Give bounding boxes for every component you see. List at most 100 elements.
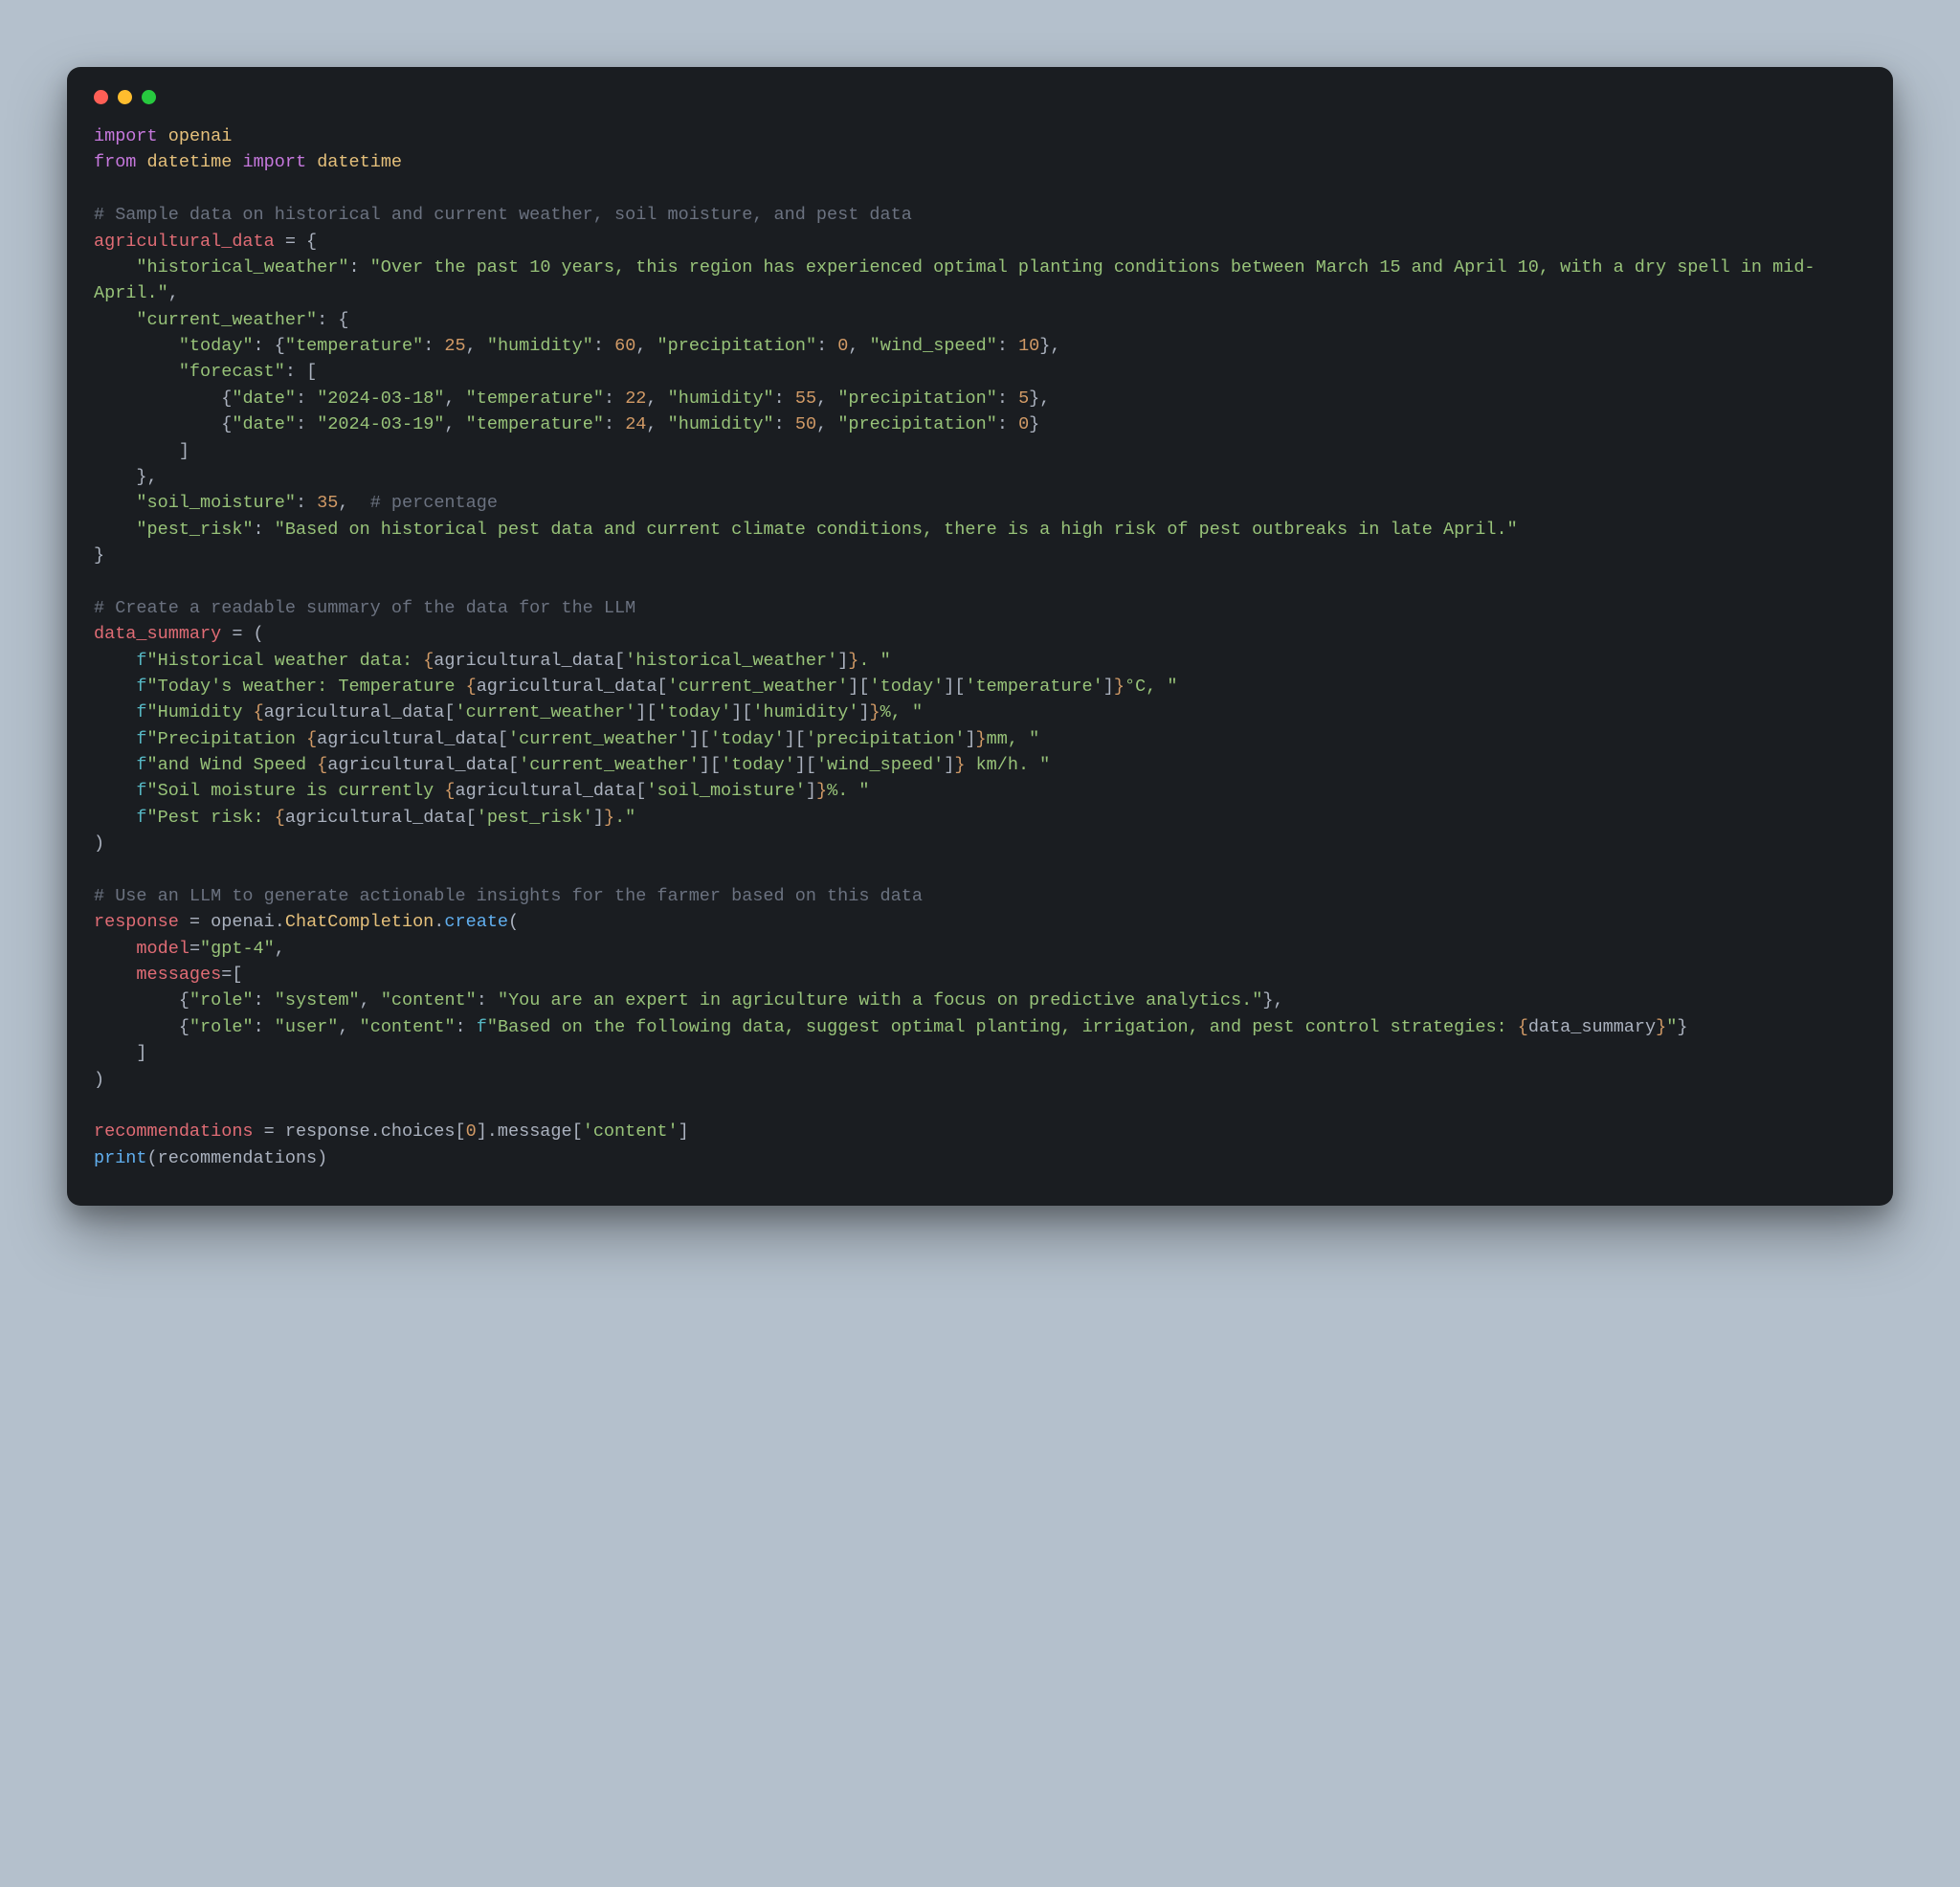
code-token: } bbox=[94, 545, 104, 566]
code-token bbox=[94, 808, 136, 828]
code-token: : bbox=[348, 257, 369, 278]
code-token: ][ bbox=[785, 729, 806, 749]
code-token: = { bbox=[275, 232, 317, 252]
code-token: agricultural_data[ bbox=[434, 651, 625, 671]
code-token: km/h. " bbox=[965, 755, 1050, 775]
code-token: } bbox=[954, 755, 965, 775]
minimize-dot-icon[interactable] bbox=[118, 90, 132, 104]
code-token: 'humidity' bbox=[752, 702, 858, 722]
code-token: ].message[ bbox=[477, 1121, 583, 1142]
code-token: , bbox=[444, 414, 465, 434]
code-token: 'historical_weather' bbox=[625, 651, 837, 671]
code-token: : bbox=[456, 1017, 477, 1037]
code-token: create bbox=[444, 912, 508, 932]
code-token: # percentage bbox=[370, 493, 498, 513]
code-token: , bbox=[816, 388, 837, 409]
code-token: 24 bbox=[625, 414, 646, 434]
code-token: "wind_speed" bbox=[870, 336, 997, 356]
code-token: : bbox=[296, 388, 317, 409]
code-token: { bbox=[317, 755, 327, 775]
code-token: }, bbox=[1039, 336, 1060, 356]
code-token: "user" bbox=[275, 1017, 339, 1037]
code-token: : bbox=[593, 336, 614, 356]
code-token: , bbox=[646, 388, 667, 409]
code-token: }, bbox=[1029, 388, 1050, 409]
code-token: "humidity" bbox=[487, 336, 593, 356]
code-token bbox=[158, 126, 168, 146]
code-token bbox=[94, 520, 136, 540]
code-token: 'current_weather' bbox=[519, 755, 700, 775]
code-token: agricultural_data[ bbox=[456, 781, 647, 801]
code-token: 0 bbox=[1018, 414, 1029, 434]
code-token: : [ bbox=[285, 362, 317, 382]
code-token: . " bbox=[858, 651, 890, 671]
code-token: "current_weather" bbox=[136, 310, 317, 330]
code-token: : bbox=[816, 336, 837, 356]
window-titlebar bbox=[94, 90, 1866, 123]
code-token: 25 bbox=[444, 336, 465, 356]
code-token: "date" bbox=[232, 388, 296, 409]
code-token: ) bbox=[94, 833, 104, 854]
code-token: f bbox=[136, 781, 146, 801]
code-token: ] bbox=[944, 755, 954, 775]
code-token: ] bbox=[593, 808, 604, 828]
code-token: = openai. bbox=[179, 912, 285, 932]
code-token: ][ bbox=[689, 729, 710, 749]
code-token: # Use an LLM to generate actionable insi… bbox=[94, 886, 923, 906]
code-token: }, bbox=[1262, 990, 1283, 1010]
code-token: , bbox=[275, 939, 285, 959]
code-token: , bbox=[466, 336, 487, 356]
code-token: %, " bbox=[880, 702, 923, 722]
code-token: "temperature" bbox=[285, 336, 423, 356]
code-token: } bbox=[816, 781, 827, 801]
code-token: "precipitation" bbox=[837, 414, 997, 434]
code-token: ( bbox=[508, 912, 519, 932]
code-token: , bbox=[635, 336, 657, 356]
code-token: "soil_moisture" bbox=[136, 493, 296, 513]
close-dot-icon[interactable] bbox=[94, 90, 108, 104]
code-token: messages bbox=[136, 965, 221, 985]
code-token: "role" bbox=[189, 1017, 254, 1037]
code-token: 'today' bbox=[870, 677, 945, 697]
code-token: "Based on historical pest data and curre… bbox=[275, 520, 1518, 540]
code-token: 50 bbox=[795, 414, 816, 434]
code-token: : bbox=[254, 520, 275, 540]
code-token: { bbox=[466, 677, 477, 697]
code-token: f bbox=[136, 651, 146, 671]
code-token: agricultural_data bbox=[94, 232, 275, 252]
code-token: } bbox=[976, 729, 987, 749]
code-token: : { bbox=[317, 310, 348, 330]
code-token: agricultural_data[ bbox=[477, 677, 668, 697]
maximize-dot-icon[interactable] bbox=[142, 90, 156, 104]
code-token: (recommendations) bbox=[147, 1148, 328, 1168]
code-token: } bbox=[1029, 414, 1039, 434]
code-token: "Humidity bbox=[147, 702, 254, 722]
code-token: 'soil_moisture' bbox=[646, 781, 806, 801]
code-token: ] bbox=[858, 702, 869, 722]
code-token: f bbox=[136, 808, 146, 828]
code-token: mm, " bbox=[987, 729, 1040, 749]
code-token: 60 bbox=[614, 336, 635, 356]
code-token: ChatCompletion bbox=[285, 912, 434, 932]
code-token: , bbox=[816, 414, 837, 434]
code-token: 'current_weather' bbox=[508, 729, 689, 749]
code-token: { bbox=[94, 414, 232, 434]
code-token: { bbox=[306, 729, 317, 749]
code-token: } bbox=[1114, 677, 1125, 697]
code-token: "2024-03-19" bbox=[317, 414, 444, 434]
code-token: : bbox=[774, 388, 795, 409]
code-token bbox=[94, 965, 136, 985]
code-token: , bbox=[646, 414, 667, 434]
code-token: "humidity" bbox=[668, 414, 774, 434]
code-token: %. " bbox=[827, 781, 869, 801]
code-token: 35 bbox=[317, 493, 338, 513]
code-token bbox=[94, 310, 136, 330]
code-token: = ( bbox=[221, 624, 263, 644]
code-token: print bbox=[94, 1148, 147, 1168]
code-token: "temperature" bbox=[466, 414, 604, 434]
code-token: ] bbox=[1103, 677, 1114, 697]
code-token: { bbox=[94, 1017, 189, 1037]
code-token: 'today' bbox=[721, 755, 795, 775]
code-token: recommendations bbox=[94, 1121, 254, 1142]
code-token: "pest_risk" bbox=[136, 520, 253, 540]
